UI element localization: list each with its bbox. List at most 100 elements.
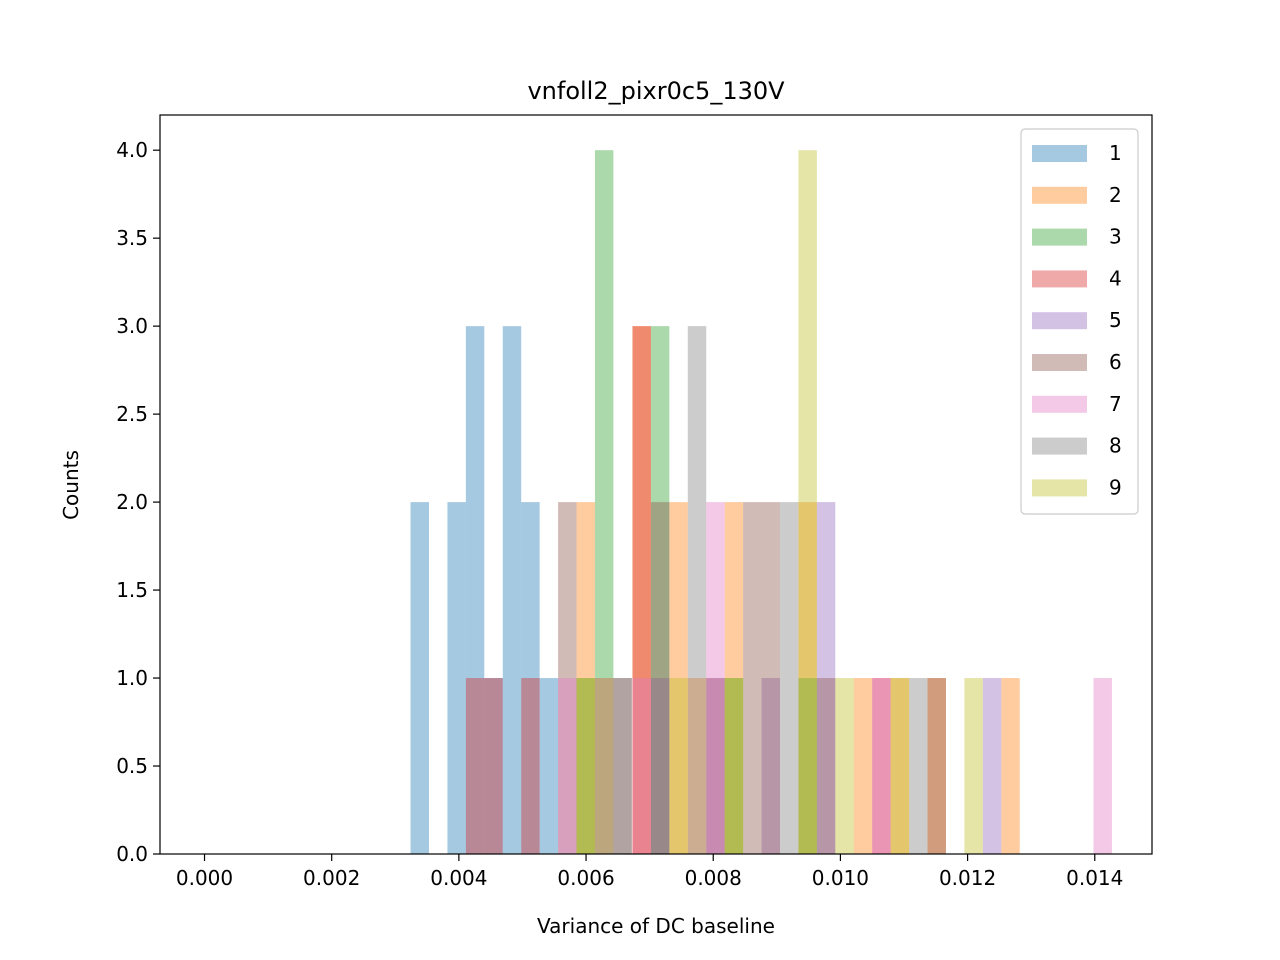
legend-label-2: 2 — [1109, 183, 1122, 207]
legend-swatch-2 — [1032, 186, 1087, 204]
y-tick-label: 0.0 — [116, 842, 148, 866]
histogram-bar-series-1 — [465, 326, 485, 854]
histogram-bar-series-4 — [521, 678, 540, 854]
x-tick-label: 0.000 — [176, 866, 233, 890]
x-axis-label: Variance of DC baseline — [537, 914, 775, 938]
y-axis-ticks: 0.0 0.5 1.0 1.5 2.0 2.5 3.0 3.5 4.0 — [116, 138, 160, 866]
bars-layer — [410, 150, 1112, 854]
histogram-bar-series-4 — [484, 678, 503, 854]
x-tick-label: 0.004 — [430, 866, 487, 890]
legend-label-3: 3 — [1109, 225, 1122, 249]
histogram-bar-series-7 — [594, 678, 614, 854]
legend-label-5: 5 — [1109, 308, 1122, 332]
legend-label-4: 4 — [1109, 266, 1122, 290]
legend-label-8: 8 — [1109, 434, 1122, 458]
histogram-bar-series-3 — [798, 678, 817, 854]
legend-swatch-4 — [1032, 270, 1087, 288]
y-axis-label: Counts — [59, 450, 83, 520]
plot-area-frame — [159, 114, 1153, 855]
legend-swatch-9 — [1032, 479, 1087, 497]
histogram-bar-series-2 — [669, 502, 688, 854]
histogram-bar-series-6 — [761, 502, 780, 854]
x-tick-label: 0.014 — [1066, 866, 1123, 890]
histogram-bar-series-5 — [594, 678, 614, 854]
histogram-bar-series-2 — [890, 678, 910, 854]
histogram-bar-series-7 — [872, 678, 891, 854]
y-tick-label: 4.0 — [116, 138, 148, 162]
histogram-bar-series-1 — [539, 678, 559, 854]
y-tick-label: 2.5 — [116, 402, 148, 426]
chart-title: vnfoll2_pixr0c5_130V — [527, 77, 785, 105]
histogram-bar-series-2 — [1001, 678, 1020, 854]
histogram-bar-series-2 — [798, 502, 817, 854]
histogram-bar-series-1 — [521, 502, 540, 854]
histogram-bar-series-2 — [853, 678, 873, 854]
x-tick-label: 0.008 — [685, 866, 742, 890]
histogram-bar-series-6 — [816, 678, 836, 854]
histogram-bar-series-1 — [502, 326, 522, 854]
y-tick-label: 0.5 — [116, 754, 148, 778]
histogram-bar-series-7 — [706, 502, 725, 854]
histogram-bar-series-8 — [613, 678, 632, 854]
x-tick-label: 0.012 — [939, 866, 996, 890]
histogram-bar-series-8 — [909, 678, 928, 854]
histogram-bar-series-9 — [594, 678, 614, 854]
y-tick-label: 1.0 — [116, 666, 148, 690]
histogram-bar-series-1 — [484, 678, 503, 854]
x-axis-ticks: 0.000 0.002 0.004 0.006 0.008 0.010 0.012 0.014 — [176, 854, 1123, 890]
histogram-bar-series-6 — [706, 678, 725, 854]
histogram-bar-series-1 — [410, 502, 429, 854]
histogram-bar-series-8 — [687, 326, 707, 854]
legend-label-7: 7 — [1109, 392, 1122, 416]
legend-swatch-7 — [1032, 395, 1087, 413]
y-tick-label: 2.0 — [116, 490, 148, 514]
histogram-bar-series-3 — [576, 678, 595, 854]
histogram-bar-series-2 — [927, 678, 946, 854]
histogram-bar-series-3 — [650, 326, 670, 854]
histogram-bar-series-8 — [780, 502, 799, 854]
histogram-bar-series-3 — [594, 150, 614, 854]
histogram-bar-series-5 — [650, 678, 670, 854]
legend-swatch-3 — [1032, 228, 1087, 246]
legend-swatch-1 — [1032, 145, 1087, 162]
histogram-bar-series-1 — [447, 502, 466, 854]
histogram-bar-series-9 — [669, 678, 688, 854]
histogram-bar-series-6 — [927, 678, 946, 854]
x-tick-label: 0.006 — [557, 866, 614, 890]
y-tick-label: 3.5 — [116, 226, 148, 250]
histogram-bar-series-7 — [1093, 678, 1112, 854]
histogram-bar-series-9 — [576, 678, 595, 854]
histogram-bar-series-4 — [632, 326, 651, 854]
y-tick-label: 3.0 — [116, 314, 148, 338]
histogram-bar-series-6 — [743, 502, 762, 854]
legend-label-6: 6 — [1109, 350, 1122, 374]
histogram-bar-series-5 — [706, 678, 725, 854]
histogram-bar-series-2 — [687, 678, 707, 854]
legend-swatch-6 — [1032, 354, 1087, 371]
histogram-bar-series-5 — [982, 678, 1002, 854]
legend-frame — [1020, 128, 1139, 515]
histogram-bar-series-9 — [798, 150, 817, 854]
histogram-bar-series-4 — [872, 678, 891, 854]
x-tick-label: 0.010 — [812, 866, 869, 890]
legend-label-1: 1 — [1109, 141, 1122, 165]
histogram-bar-series-6 — [558, 502, 577, 854]
histogram-bar-series-2 — [724, 502, 744, 854]
histogram-bar-series-7 — [632, 678, 651, 854]
histogram-bar-series-4 — [465, 678, 485, 854]
histogram-bar-series-9 — [964, 678, 983, 854]
histogram-bar-series-3 — [724, 678, 744, 854]
histogram-bar-series-6 — [613, 678, 632, 854]
histogram-bar-series-2 — [632, 326, 651, 854]
histogram-bar-series-9 — [890, 678, 910, 854]
legend-label-9: 9 — [1109, 475, 1122, 499]
x-tick-label: 0.002 — [303, 866, 360, 890]
histogram-bar-series-9 — [724, 678, 744, 854]
histogram-bar-series-7 — [558, 678, 577, 854]
legend-swatch-8 — [1032, 437, 1087, 455]
y-tick-label: 1.5 — [116, 578, 148, 602]
legend: 1 2 3 4 5 6 7 8 9 — [1020, 128, 1139, 515]
legend-swatch-5 — [1032, 312, 1087, 330]
histogram-bar-series-2 — [576, 502, 595, 854]
